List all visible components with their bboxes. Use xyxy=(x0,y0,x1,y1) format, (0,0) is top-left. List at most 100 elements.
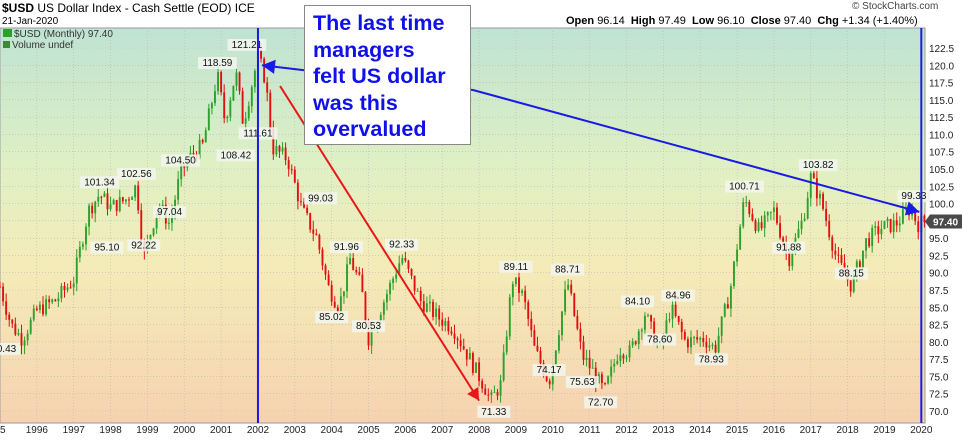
x-tick-label: 2014 xyxy=(689,425,712,435)
candle-body xyxy=(588,357,591,369)
candle-body xyxy=(223,92,226,119)
candle-body xyxy=(88,205,91,227)
candle-body xyxy=(152,228,155,236)
candle-body xyxy=(220,72,223,93)
candle-body xyxy=(392,278,395,283)
price-label-bg xyxy=(584,396,618,409)
candle-body xyxy=(296,182,299,202)
price-label-bg xyxy=(385,238,419,251)
price-label: 102.56 xyxy=(121,169,152,180)
candle-body xyxy=(309,213,312,230)
candle-body xyxy=(235,72,238,86)
candle-body xyxy=(330,285,333,302)
candle-body xyxy=(109,204,112,210)
candle-body xyxy=(118,197,121,212)
last-price-value: 97.40 xyxy=(933,218,958,229)
candle-body xyxy=(616,360,619,364)
candle-body xyxy=(171,213,173,223)
candle-body xyxy=(425,303,428,312)
candle-body xyxy=(493,391,496,393)
price-label-bg xyxy=(551,263,585,276)
candle-body xyxy=(198,139,201,159)
candle-body xyxy=(757,222,760,231)
symbol: $USD xyxy=(2,1,35,15)
candle-body xyxy=(201,139,204,143)
candle-body xyxy=(432,301,434,317)
candle-body xyxy=(78,246,81,258)
x-tick-label: 2009 xyxy=(505,425,528,435)
candle-body xyxy=(312,229,315,234)
candle-body xyxy=(628,345,631,358)
candle-body xyxy=(453,333,456,339)
y-tick-label: 112.5 xyxy=(929,113,954,124)
candle-body xyxy=(686,339,689,348)
x-tick-label: 2016 xyxy=(763,425,786,435)
price-label: 89.11 xyxy=(504,262,529,273)
candle-body xyxy=(591,367,594,369)
candle-body xyxy=(207,108,210,131)
price-label: 75.63 xyxy=(570,377,595,388)
candle-body xyxy=(640,329,643,332)
candle-body xyxy=(668,319,671,321)
candle-body xyxy=(901,209,904,224)
candle-body xyxy=(521,290,524,293)
price-label-bg xyxy=(661,289,695,302)
candle-body xyxy=(66,287,69,291)
price-label-bg xyxy=(80,176,119,189)
candle-body xyxy=(518,277,520,293)
candle-body xyxy=(149,235,152,241)
price-label-bg xyxy=(621,295,655,308)
candle-body xyxy=(671,304,674,320)
candle-body xyxy=(72,283,75,288)
price-label: 84.96 xyxy=(666,291,691,302)
candle-body xyxy=(561,311,563,336)
candle-body xyxy=(527,302,530,319)
candle-body xyxy=(253,70,256,88)
candle-body xyxy=(419,290,422,301)
candle-body xyxy=(898,223,901,226)
candle-body xyxy=(85,226,87,245)
candle-body xyxy=(505,336,508,353)
candle-body xyxy=(281,147,284,152)
candle-body xyxy=(346,264,348,292)
price-label: 80.53 xyxy=(356,321,381,332)
price-label: 72.70 xyxy=(588,397,613,408)
y-tick-label: 75.0 xyxy=(929,372,949,383)
candle-body xyxy=(275,146,278,155)
candle-body xyxy=(690,337,692,348)
candle-body xyxy=(333,301,336,308)
candle-body xyxy=(260,50,262,59)
y-tick-label: 117.5 xyxy=(929,79,954,90)
candle-body xyxy=(438,308,441,320)
candle-body xyxy=(422,300,425,312)
candle-body xyxy=(579,328,582,342)
candle-body xyxy=(300,201,302,203)
candle-body xyxy=(677,316,680,322)
candle-body xyxy=(250,87,253,107)
candle-body xyxy=(819,193,821,199)
candle-body xyxy=(100,196,103,198)
candle-body xyxy=(370,330,373,346)
candle-body xyxy=(680,321,683,332)
candle-body xyxy=(456,338,459,341)
candle-body xyxy=(38,304,41,310)
candle-body xyxy=(327,274,330,286)
candle-body xyxy=(217,72,219,92)
candle-body xyxy=(484,388,487,395)
price-label: 100.71 xyxy=(729,182,760,193)
y-tick-label: 90.0 xyxy=(929,269,949,280)
candle-body xyxy=(597,374,600,384)
x-tick-label: 2011 xyxy=(579,425,601,435)
candle-body xyxy=(447,320,450,332)
candle-body xyxy=(610,366,613,377)
candle-body xyxy=(496,391,499,396)
candle-body xyxy=(352,257,355,270)
price-label-bg xyxy=(0,342,21,355)
candle-body xyxy=(48,299,51,303)
candle-body xyxy=(809,173,812,198)
candle-body xyxy=(625,357,628,359)
y-tick-label: 80.0 xyxy=(929,338,949,349)
price-label: 78.93 xyxy=(699,354,724,365)
candle-body xyxy=(723,304,726,317)
